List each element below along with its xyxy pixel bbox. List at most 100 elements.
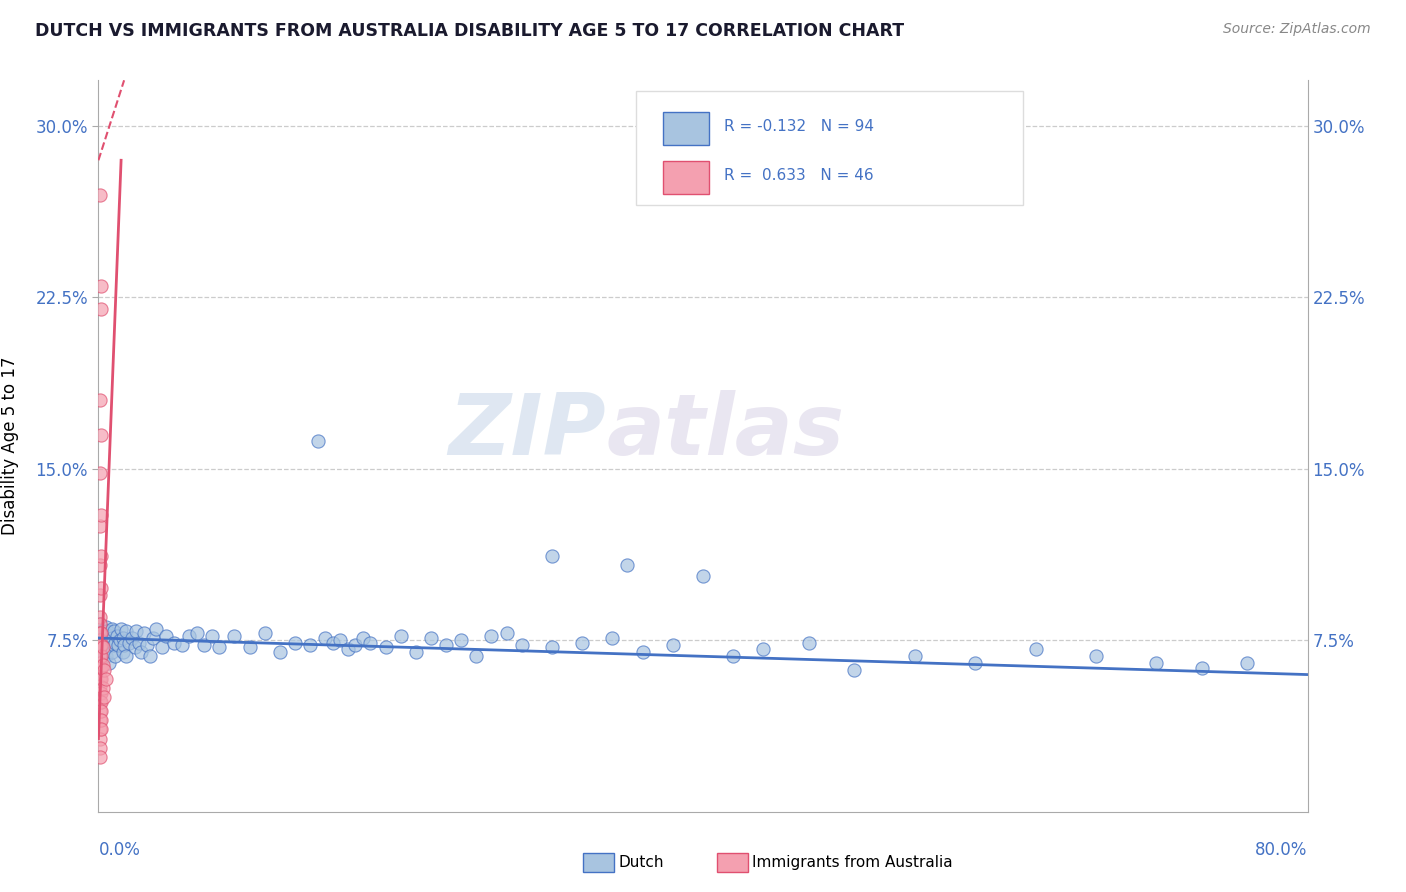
Point [90, 626, 112, 640]
Point [91, 624, 114, 639]
Point [94, 619, 117, 633]
Point [103, 638, 125, 652]
Point [103, 624, 125, 639]
Point [135, 638, 157, 652]
Point [1024, 642, 1046, 657]
Point [128, 635, 150, 649]
Point [299, 638, 322, 652]
Text: 0.0%: 0.0% [98, 841, 141, 859]
Text: Dutch: Dutch [619, 855, 664, 870]
Point [420, 631, 443, 645]
Point [89, 749, 111, 764]
Point [90, 723, 112, 737]
Point [91, 640, 114, 655]
Text: 80.0%: 80.0% [1256, 841, 1308, 859]
Point [105, 629, 128, 643]
Point [631, 645, 654, 659]
Point [155, 629, 177, 643]
Point [89, 626, 111, 640]
Point [139, 649, 162, 664]
Point [239, 640, 262, 655]
Point [89, 617, 111, 632]
Point [450, 633, 472, 648]
Point [107, 638, 129, 652]
Point [94, 626, 117, 640]
Point [90, 638, 112, 652]
Point [91, 631, 114, 645]
Point [118, 635, 141, 649]
Point [94, 649, 117, 664]
Point [114, 624, 136, 639]
Point [98, 638, 121, 652]
Point [89, 187, 111, 202]
Point [284, 635, 307, 649]
Point [91, 658, 114, 673]
Text: R = -0.132   N = 94: R = -0.132 N = 94 [724, 119, 873, 134]
Point [90, 549, 112, 563]
Point [111, 631, 134, 645]
Point [89, 723, 111, 737]
Point [145, 622, 167, 636]
Point [602, 631, 624, 645]
Point [89, 617, 111, 632]
Point [344, 638, 367, 652]
Point [89, 686, 111, 700]
Point [89, 704, 111, 718]
Point [495, 626, 517, 640]
Point [692, 569, 714, 583]
Point [329, 633, 352, 648]
Point [90, 633, 112, 648]
Text: atlas: atlas [606, 390, 845, 473]
Point [540, 640, 562, 655]
Point [1191, 661, 1213, 675]
Point [752, 642, 775, 657]
Point [193, 638, 215, 652]
Point [90, 661, 112, 675]
Point [90, 686, 112, 700]
Point [89, 679, 111, 693]
Point [89, 672, 111, 686]
Point [89, 731, 111, 746]
Point [93, 663, 115, 677]
Point [89, 740, 111, 755]
Point [89, 393, 111, 408]
Point [89, 558, 111, 572]
Point [1085, 649, 1108, 664]
Point [616, 558, 638, 572]
Point [510, 638, 533, 652]
Point [89, 588, 111, 602]
Point [93, 642, 115, 657]
Point [94, 640, 117, 655]
Point [224, 629, 246, 643]
Point [90, 714, 112, 728]
Point [89, 467, 111, 481]
Point [125, 624, 148, 639]
Point [90, 279, 112, 293]
Point [100, 633, 122, 648]
Point [360, 635, 382, 649]
Point [93, 647, 115, 661]
Point [129, 645, 152, 659]
Point [90, 672, 112, 686]
Point [90, 704, 112, 718]
Point [94, 672, 117, 686]
Point [91, 638, 114, 652]
Point [89, 656, 111, 670]
Point [93, 690, 115, 705]
Text: ZIP: ZIP [449, 390, 606, 473]
Point [89, 626, 111, 640]
Point [91, 681, 114, 696]
Point [124, 640, 146, 655]
Point [253, 626, 276, 640]
Point [170, 638, 193, 652]
Point [163, 635, 186, 649]
Point [96, 624, 118, 639]
Point [150, 640, 173, 655]
Point [110, 622, 132, 636]
Point [96, 629, 118, 643]
Point [661, 638, 683, 652]
Point [89, 714, 111, 728]
Point [797, 635, 820, 649]
Point [208, 640, 231, 655]
Text: Immigrants from Australia: Immigrants from Australia [752, 855, 953, 870]
